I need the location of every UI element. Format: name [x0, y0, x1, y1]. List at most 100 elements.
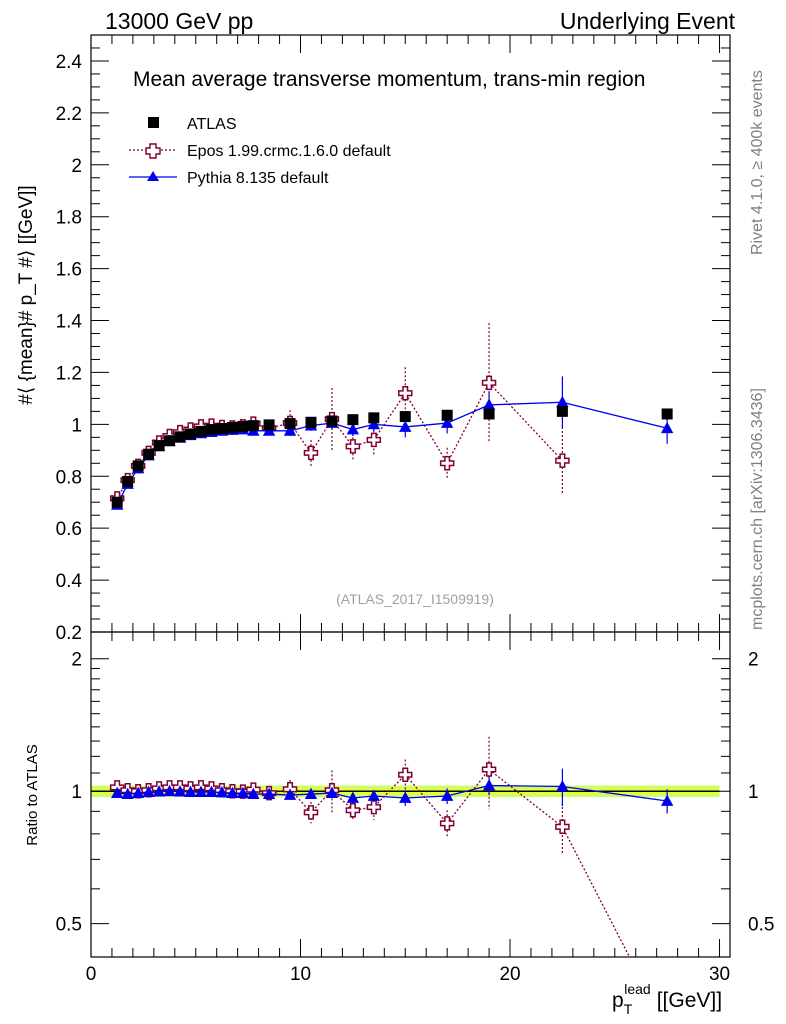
ratio-pythia-point — [163, 784, 176, 797]
y-tick-label: 0.8 — [56, 467, 82, 488]
ratio-epos-point — [481, 762, 497, 777]
legend-atlas-marker — [148, 117, 159, 128]
atlas-point — [284, 418, 296, 430]
ratio-pythia-point — [131, 786, 145, 798]
epos-point — [398, 385, 413, 401]
ratio-pythia-point — [346, 791, 360, 803]
ratio-epos-point — [555, 819, 570, 835]
y-tick-label: 0.4 — [56, 571, 83, 592]
ratio-epos-point — [345, 803, 361, 818]
ratio-pythia-point — [262, 787, 276, 799]
ratio-pythia-point — [247, 787, 260, 799]
ratio-pythia-point — [399, 791, 412, 803]
y-tick-label: 0.6 — [56, 519, 82, 540]
epos-point — [345, 439, 361, 454]
pythia-point — [482, 398, 496, 410]
ratio-pythia-point — [111, 786, 124, 798]
epos-point — [366, 432, 382, 448]
pythia-point — [367, 417, 381, 430]
legend-atlas-label: ATLAS — [187, 116, 237, 133]
y-tick-label: 1.8 — [56, 208, 82, 229]
x-axis-label-p: p — [612, 989, 624, 1012]
x-tick-label: 0 — [86, 964, 97, 985]
atlas-point — [111, 496, 123, 508]
y-tick-label: 1.4 — [56, 312, 83, 333]
ratio-epos-point — [303, 805, 319, 820]
legend-epos-marker — [145, 143, 161, 159]
ratio-epos-point — [366, 799, 382, 815]
atlas-point — [216, 423, 228, 435]
epos-point — [481, 375, 497, 391]
epos-point — [555, 453, 570, 468]
atlas-point — [153, 440, 165, 452]
atlas-point — [326, 415, 338, 427]
ratio-epos-point — [439, 816, 455, 831]
ratio-y-tick-label-right: 2 — [748, 650, 759, 671]
atlas-point — [164, 435, 176, 447]
x-axis-label-unit: [[GeV]] — [657, 989, 722, 1012]
main-ticks — [90, 34, 730, 633]
ratio-pythia-point — [121, 787, 134, 799]
header-left: 13000 GeV pp — [105, 8, 253, 34]
atlas-point — [368, 412, 380, 424]
y-tick-label: 1.6 — [56, 260, 82, 281]
pythia-line — [116, 401, 668, 506]
atlas-point — [185, 428, 197, 440]
ratio-pythia-point — [194, 785, 208, 798]
epos-point — [439, 456, 455, 471]
atlas-point — [483, 408, 495, 420]
atlas-point — [143, 448, 155, 460]
atlas-point — [237, 420, 249, 432]
legend-pythia-marker — [147, 171, 159, 181]
main-ylabel: #⟨ {mean}# p_T #⟩ [[GeV]] — [16, 185, 37, 404]
main-series — [109, 323, 674, 510]
ratio-y-tick-label-left: 1 — [71, 782, 82, 803]
ratio-series — [109, 736, 674, 957]
atlas-point — [226, 421, 238, 433]
ratio-pythia-point — [173, 785, 187, 797]
ratio-pythia-point — [482, 779, 496, 791]
legend-epos-label: Epos 1.99.crmc.1.6.0 default — [187, 143, 391, 160]
atlas-point — [661, 408, 673, 420]
ratio-pythia-point — [142, 785, 155, 798]
epos-point — [303, 445, 319, 461]
watermark: (ATLAS_2017_I1509919) — [336, 591, 494, 607]
ratio-epos-point — [398, 767, 413, 782]
y-tick-label: 2.4 — [56, 52, 83, 73]
x-axis-label-sup: lead — [624, 981, 650, 997]
pythia-point — [556, 395, 569, 408]
mcplots-label: mcplots.cern.ch [arXiv:1306.3436] — [749, 388, 766, 630]
ratio-pythia-point — [184, 785, 197, 798]
legend: ATLAS Epos 1.99.crmc.1.6.0 default Pythi… — [129, 116, 391, 187]
atlas-point — [347, 414, 359, 426]
x-tick-labels: 0 10 20 30 — [86, 964, 730, 985]
atlas-point — [205, 424, 217, 436]
ratio-pythia-point — [556, 779, 569, 792]
ratio-ytick-labels: 0.5 0.5 1 1 2 2 — [56, 650, 775, 936]
ratio-pythia-point — [226, 786, 239, 798]
ratio-pythia-point — [236, 786, 250, 798]
ratio-pythia-point — [440, 789, 454, 801]
atlas-point — [263, 419, 275, 431]
ratio-y-tick-label-right: 0.5 — [748, 915, 774, 936]
pythia-point — [440, 416, 454, 428]
ratio-frame — [90, 631, 731, 958]
ratio-y-tick-label-left: 2 — [71, 650, 82, 671]
atlas-point — [195, 425, 207, 437]
ratio-y-tick-label-right: 1 — [748, 782, 759, 803]
atlas-point — [305, 416, 317, 428]
legend-pythia-label: Pythia 8.135 default — [187, 170, 329, 187]
x-axis-label-sub: T — [624, 1001, 633, 1017]
pythia-point — [399, 420, 412, 432]
ratio-pythia-point — [215, 786, 229, 798]
x-tick-label: 10 — [290, 964, 311, 985]
ratio-panel: 0.5 0.5 1 1 2 2 Ratio to ATLAS 0 10 20 30 pTlead… — [24, 631, 775, 1017]
atlas-point — [399, 411, 411, 423]
atlas-point — [247, 420, 259, 432]
pythia-point — [283, 424, 297, 436]
atlas-point — [174, 431, 186, 443]
y-tick-label: 1 — [71, 415, 82, 436]
ratio-ylabel: Ratio to ATLAS — [24, 744, 41, 845]
atlas-point — [122, 475, 134, 487]
